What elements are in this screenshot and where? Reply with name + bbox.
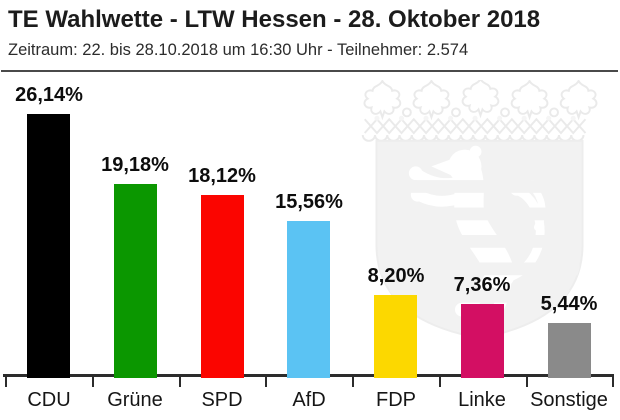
category-label-fdp: FDP (376, 389, 416, 411)
value-label-afd: 15,56% (275, 191, 343, 213)
bar-afd (287, 221, 330, 378)
bar-spd (201, 195, 244, 378)
page-subtitle: Zeitraum: 22. bis 28.10.2018 um 16:30 Uh… (8, 41, 469, 59)
bar-cdu (27, 114, 70, 378)
category-label-gr-ne: Grüne (107, 389, 163, 411)
category-label-afd: AfD (292, 389, 326, 411)
category-label-sonstige: Sonstige (530, 389, 608, 411)
value-label-gr-ne: 19,18% (101, 154, 169, 176)
x-axis-tick (5, 374, 7, 387)
x-axis-tick (179, 374, 181, 387)
x-axis-tick (352, 374, 354, 387)
value-label-fdp: 8,20% (367, 265, 425, 287)
category-label-spd: SPD (201, 389, 243, 411)
page-title: TE Wahlwette - LTW Hessen - 28. Oktober … (8, 6, 541, 33)
value-label-linke: 7,36% (453, 274, 511, 296)
bar-fdp (374, 295, 417, 378)
category-label-linke: Linke (458, 389, 506, 411)
x-axis-tick (526, 374, 528, 387)
value-label-spd: 18,12% (188, 165, 256, 187)
header-separator (1, 70, 618, 72)
x-axis-tick (265, 374, 267, 387)
x-axis-tick (612, 374, 614, 387)
bar-chart: 26,14% CDU 19,18% Grüne 18,12% SPD 15,56% AfD 8,… (0, 76, 620, 420)
value-label-sonstige: 5,44% (540, 293, 598, 315)
value-label-cdu: 26,14% (15, 84, 83, 106)
bar-gr-ne (114, 184, 157, 378)
category-label-cdu: CDU (27, 389, 71, 411)
bar-sonstige (548, 323, 591, 378)
x-axis-tick (92, 374, 94, 387)
x-axis-tick (439, 374, 441, 387)
bar-linke (461, 304, 504, 378)
